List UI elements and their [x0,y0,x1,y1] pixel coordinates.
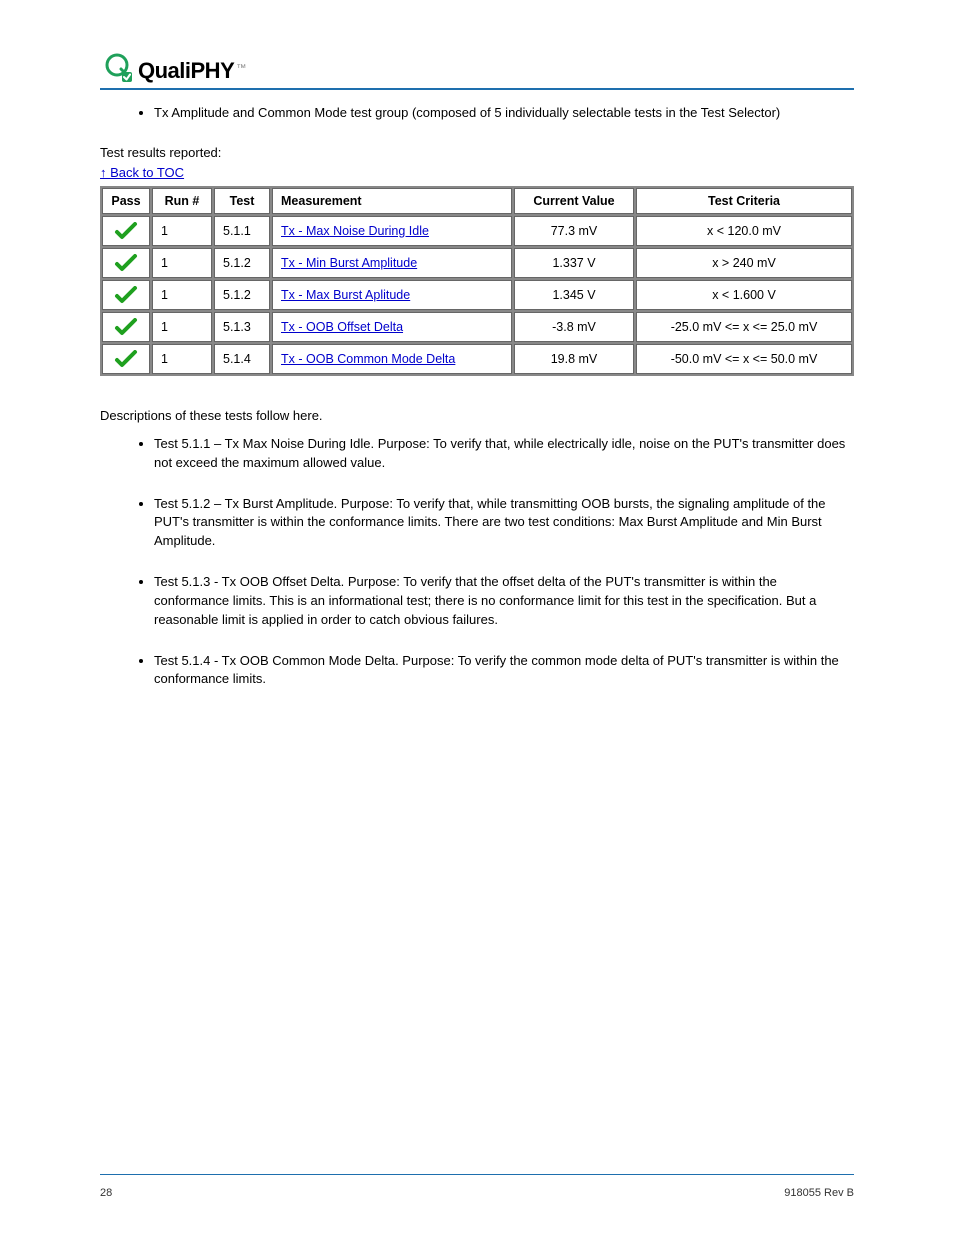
logo-trademark: ™ [236,63,246,74]
footer-doc-rev: 918055 Rev B [784,1187,854,1199]
descriptions-list: Test 5.1.1 – Tx Max Noise During Idle. P… [154,435,854,689]
col-header-test: Test [214,188,270,214]
measurement-link[interactable]: Tx - OOB Offset Delta [281,320,403,334]
table-row: 15.1.2 Tx - Min Burst Amplitude 1.337 Vx >… [102,248,852,278]
value-cell: 19.8 mV [514,344,634,374]
measurement-cell: Tx - Max Burst Aplitude [272,280,512,310]
checkmark-icon [111,318,141,336]
pass-cell [102,248,150,278]
test-cell: 5.1.2 [214,280,270,310]
criteria-cell: -25.0 mV <= x <= 25.0 mV [636,312,852,342]
description-item: Test 5.1.2 – Tx Burst Amplitude. Purpose… [154,495,854,552]
measurement-cell: Tx - OOB Offset Delta [272,312,512,342]
col-header-value: Current Value [514,188,634,214]
logo-text: QualiPHY [138,58,234,84]
table-row: 15.1.2 Tx - Max Burst Aplitude 1.345 Vx < … [102,280,852,310]
col-header-run: Run # [152,188,212,214]
run-cell: 1 [152,280,212,310]
measurement-cell: Tx - Min Burst Amplitude [272,248,512,278]
measurement-cell: Tx - Max Noise During Idle [272,216,512,246]
pass-cell [102,280,150,310]
footer: 28 918055 Rev B [100,1187,854,1199]
value-cell: 77.3 mV [514,216,634,246]
footer-rule [100,1174,854,1175]
table-row: 15.1.1 Tx - Max Noise During Idle 77.3 mVx… [102,216,852,246]
measurement-link[interactable]: Tx - Max Noise During Idle [281,224,429,238]
results-table: Pass Run # Test Measurement Current Valu… [100,186,854,376]
description-item: Test 5.1.1 – Tx Max Noise During Idle. P… [154,435,854,473]
measurement-cell: Tx - OOB Common Mode Delta [272,344,512,374]
table-section-label: Test results reported: [100,145,854,160]
measurement-link[interactable]: Tx - Max Burst Aplitude [281,288,410,302]
intro-bullet-list: Tx Amplitude and Common Mode test group … [154,104,854,123]
checkmark-icon [111,222,141,240]
col-header-pass: Pass [102,188,150,214]
value-cell: 1.337 V [514,248,634,278]
col-header-criteria: Test Criteria [636,188,852,214]
value-cell: -3.8 mV [514,312,634,342]
description-item: Test 5.1.4 - Tx OOB Common Mode Delta. P… [154,652,854,690]
table-row: 15.1.3 Tx - OOB Offset Delta -3.8 mV-25.0 … [102,312,852,342]
criteria-cell: x < 1.600 V [636,280,852,310]
measurement-link[interactable]: Tx - OOB Common Mode Delta [281,352,455,366]
page-container: QualiPHY ™ Tx Amplitude and Common Mode … [0,0,954,1235]
test-cell: 5.1.3 [214,312,270,342]
description-item: Test 5.1.3 - Tx OOB Offset Delta. Purpos… [154,573,854,630]
descriptions-heading: Descriptions of these tests follow here. [100,408,854,423]
value-cell: 1.345 V [514,280,634,310]
back-to-toc-link[interactable]: ↑ Back to TOC [100,165,184,180]
test-cell: 5.1.2 [214,248,270,278]
run-cell: 1 [152,344,212,374]
qualiphy-logo-icon [100,50,134,84]
table-row: 15.1.4 Tx - OOB Common Mode Delta 19.8 mV-… [102,344,852,374]
checkmark-icon [111,254,141,272]
checkmark-icon [111,286,141,304]
criteria-cell: -50.0 mV <= x <= 50.0 mV [636,344,852,374]
header-rule [100,88,854,90]
test-cell: 5.1.4 [214,344,270,374]
pass-cell [102,344,150,374]
table-header-row: Pass Run # Test Measurement Current Valu… [102,188,852,214]
checkmark-icon [111,350,141,368]
run-cell: 1 [152,216,212,246]
pass-cell [102,216,150,246]
test-cell: 5.1.1 [214,216,270,246]
measurement-link[interactable]: Tx - Min Burst Amplitude [281,256,417,270]
footer-page-number: 28 [100,1187,112,1199]
col-header-measurement: Measurement [272,188,512,214]
run-cell: 1 [152,312,212,342]
pass-cell [102,312,150,342]
criteria-cell: x > 240 mV [636,248,852,278]
run-cell: 1 [152,248,212,278]
logo-block: QualiPHY ™ [100,50,854,84]
criteria-cell: x < 120.0 mV [636,216,852,246]
intro-bullet-item: Tx Amplitude and Common Mode test group … [154,104,854,123]
